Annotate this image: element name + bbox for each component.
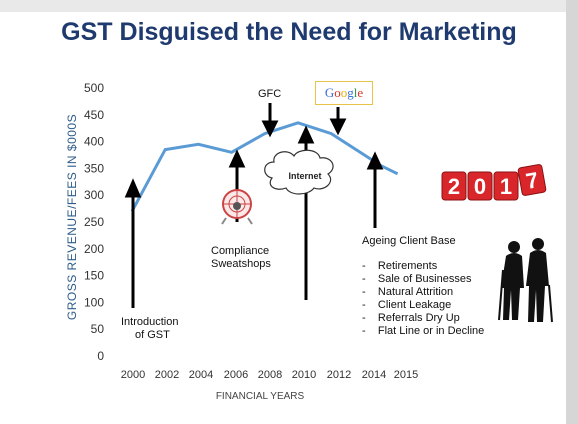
year-digit-tile: 0 xyxy=(467,171,493,201)
year-digit-tile: 2 xyxy=(441,171,467,201)
google-logo: Google xyxy=(315,81,373,105)
internet-label: Internet xyxy=(288,171,321,181)
x-axis-label: FINANCIAL YEARS xyxy=(215,391,305,402)
y-tick-label: 200 xyxy=(84,242,104,256)
svg-text:2: 2 xyxy=(448,174,460,199)
internet-arrowhead xyxy=(297,125,315,144)
x-tick-label: 2012 xyxy=(327,369,351,381)
y-tick-label: 450 xyxy=(84,108,104,122)
y-tick-label: 100 xyxy=(84,295,104,309)
list-item: - Client Leakage xyxy=(362,299,452,311)
y-tick-label: 250 xyxy=(84,215,104,229)
compliance-label: Compliance Sweatshops xyxy=(211,245,271,270)
ageing-reasons-list: - Retirements - Sale of Businesses - Nat… xyxy=(362,260,484,338)
y-tick-label: 150 xyxy=(84,269,104,283)
x-tick-label: 2004 xyxy=(189,369,213,381)
x-tick-label: 2014 xyxy=(362,369,386,381)
y-tick-label: 500 xyxy=(84,81,104,95)
list-item: - Sale of Businesses xyxy=(362,273,472,285)
hamster-wheel-icon xyxy=(221,189,253,225)
svg-text:1: 1 xyxy=(500,174,512,199)
elderly-couple-icon xyxy=(498,238,553,323)
window-right-scrollbar[interactable] xyxy=(566,0,578,424)
introduction-label: Introduction of GST xyxy=(121,316,179,341)
x-tick-label: 2015 xyxy=(394,369,418,381)
introduction-arrowhead xyxy=(124,178,142,198)
list-item: - Referrals Dry Up xyxy=(362,312,460,324)
x-tick-label: 2000 xyxy=(121,369,145,381)
x-tick-labels: 2000 2002 2004 2006 2008 2010 2012 2014 2015 xyxy=(121,369,418,381)
y-tick-label: 400 xyxy=(84,135,104,149)
y-tick-label: 300 xyxy=(84,188,104,202)
compliance-arrowhead xyxy=(228,149,246,168)
list-item: - Flat Line or in Decline xyxy=(362,325,485,337)
x-tick-label: 2008 xyxy=(258,369,282,381)
gfc-arrowhead xyxy=(261,120,279,138)
year-digit-tile: 1 xyxy=(493,171,519,201)
y-tick-label: 50 xyxy=(91,322,105,336)
year-digit-tile: 7 xyxy=(517,164,547,196)
x-tick-label: 2006 xyxy=(224,369,248,381)
window-top-bar xyxy=(0,0,578,12)
y-tick-label: 0 xyxy=(97,349,104,363)
svg-text:7: 7 xyxy=(524,167,540,194)
internet-cloud-icon xyxy=(264,149,334,195)
y-tick-labels: 0 50 100 150 200 250 300 350 400 450 500 xyxy=(84,81,104,363)
google-arrowhead xyxy=(329,118,347,136)
page-title: GST Disguised the Need for Marketing xyxy=(61,18,517,46)
y-tick-label: 350 xyxy=(84,161,104,175)
x-tick-label: 2002 xyxy=(155,369,179,381)
svg-text:0: 0 xyxy=(474,174,486,199)
list-item: - Natural Attrition xyxy=(362,286,454,298)
ageing-client-base-label: Ageing Client Base xyxy=(362,235,456,247)
ageing-arrowhead xyxy=(366,151,384,170)
gfc-label: GFC xyxy=(258,88,282,100)
list-item: - Retirements xyxy=(362,260,438,272)
x-tick-label: 2010 xyxy=(292,369,316,381)
